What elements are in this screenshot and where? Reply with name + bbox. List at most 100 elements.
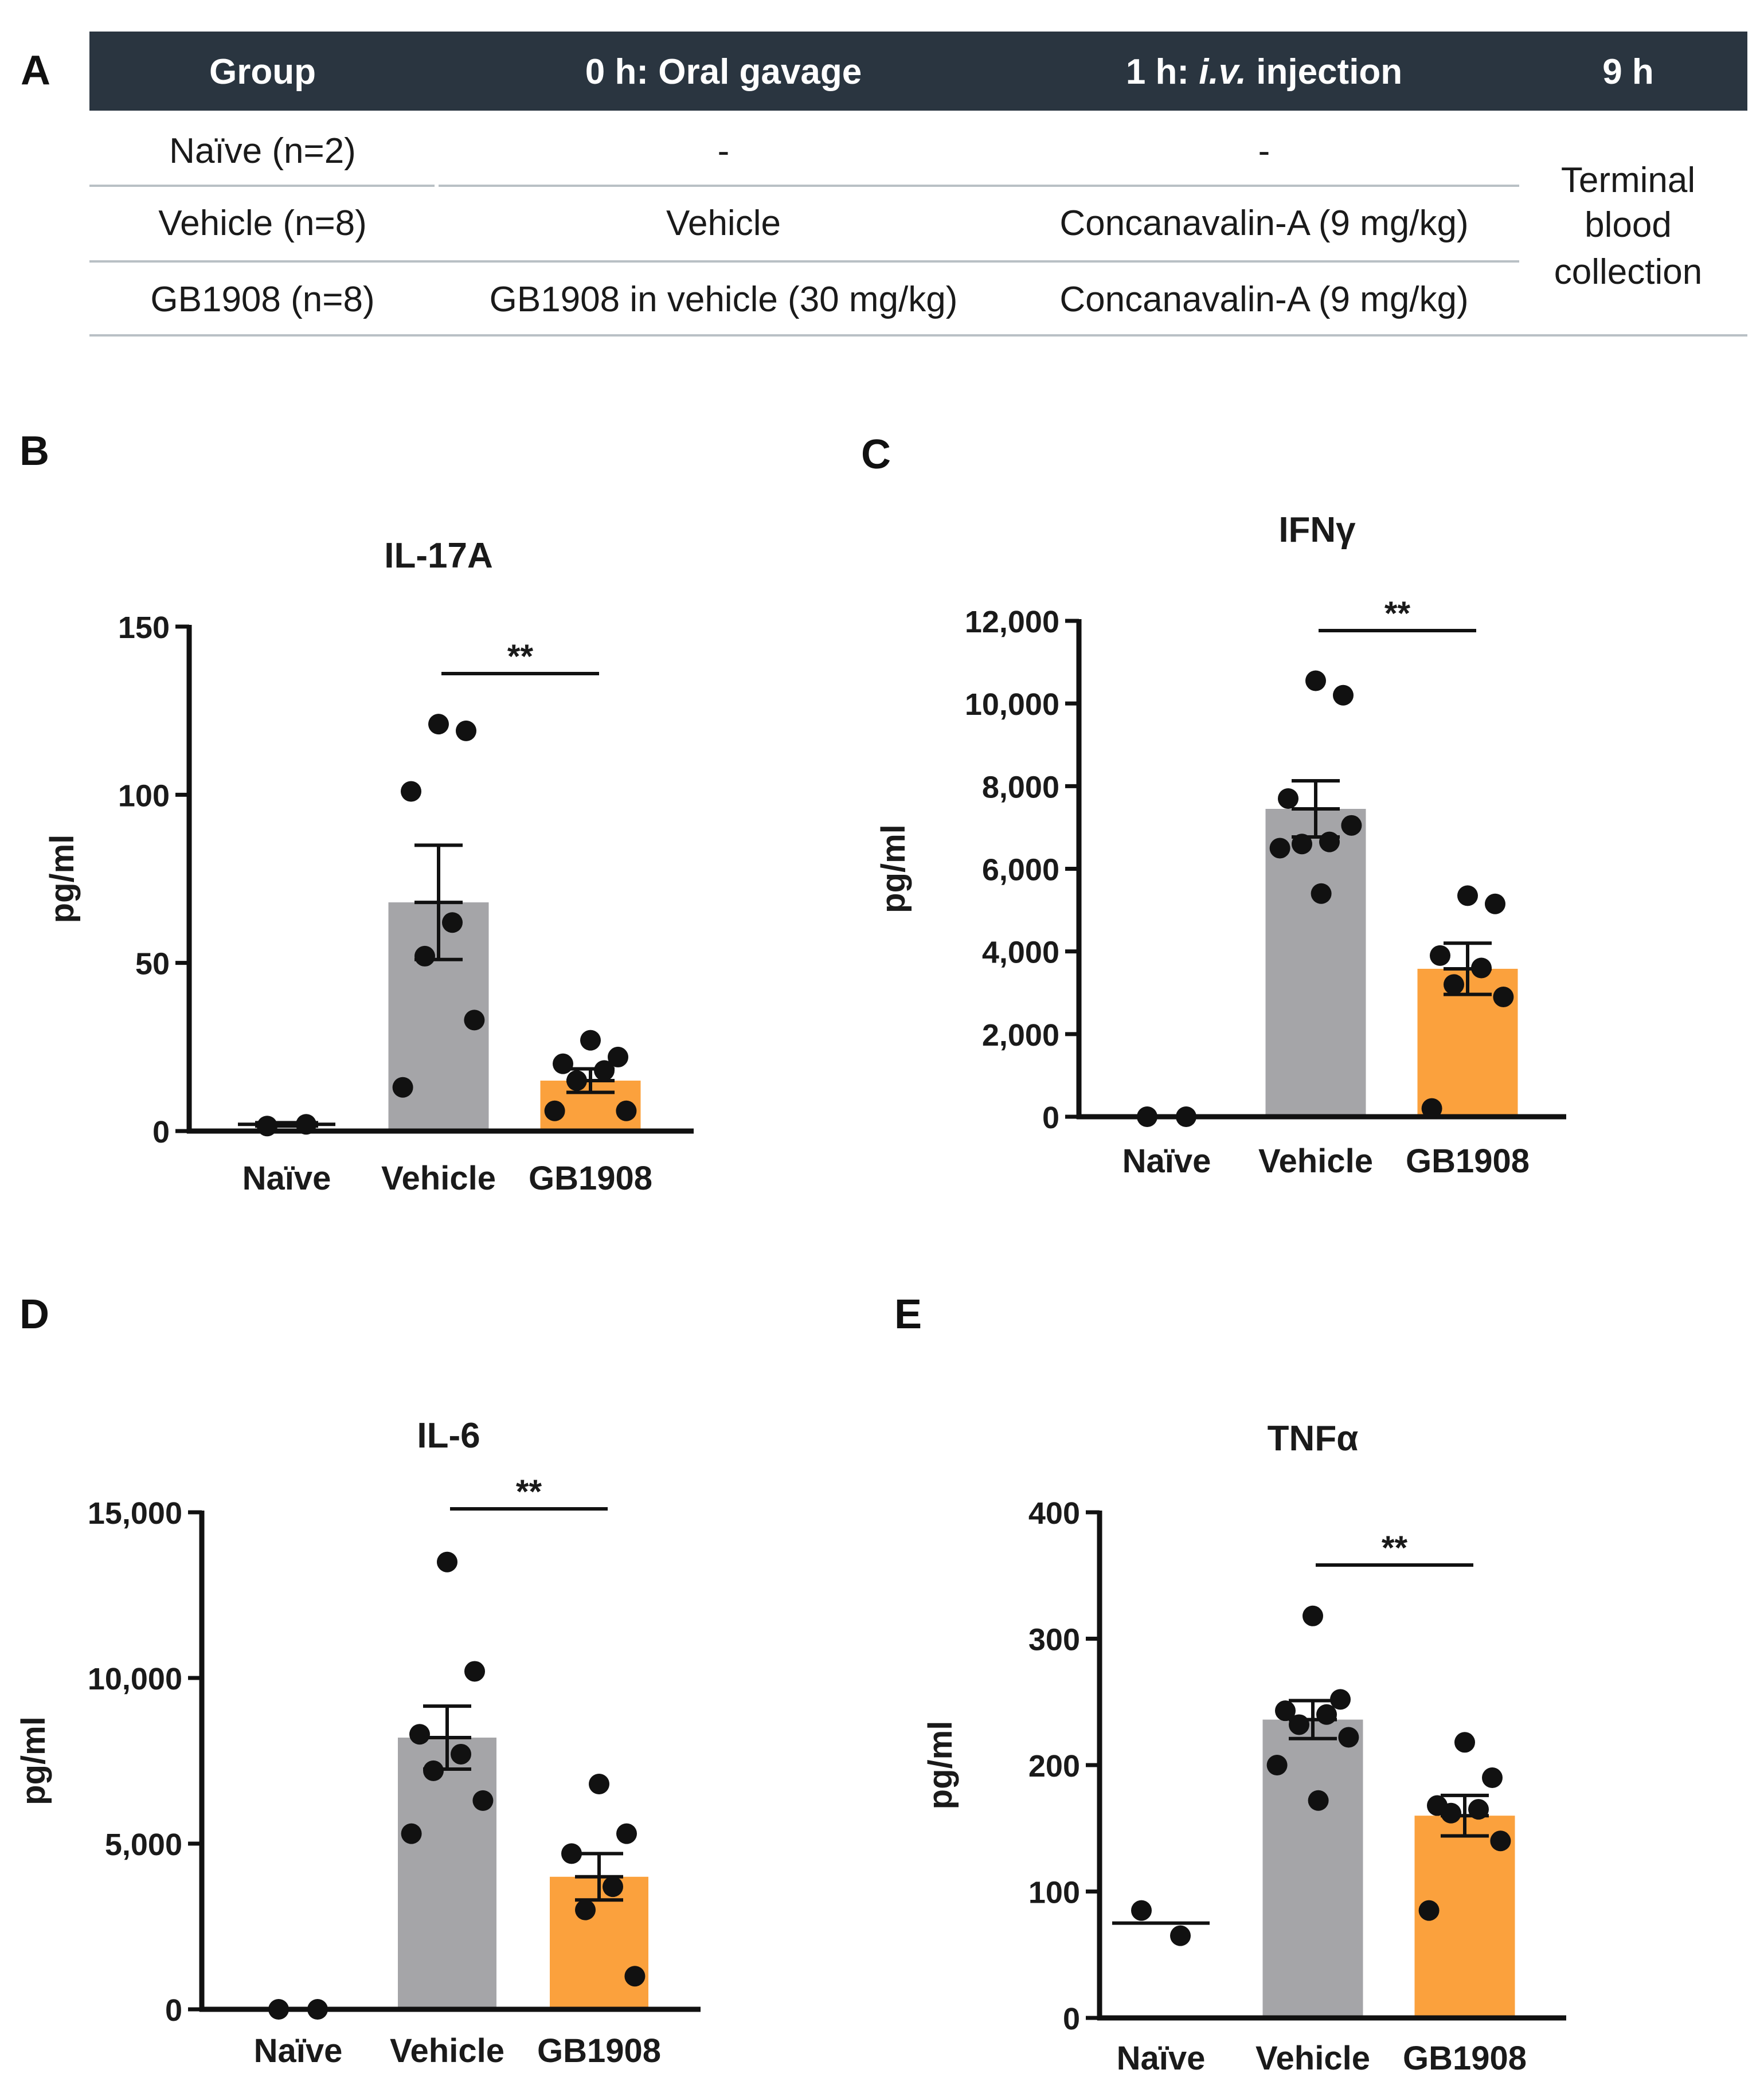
data-point — [401, 1823, 422, 1844]
data-point — [1269, 838, 1290, 859]
data-point — [456, 720, 476, 741]
data-point — [1421, 1098, 1442, 1119]
data-point — [616, 1823, 637, 1844]
header-iv-injection: 1 h: i.v. injection — [1126, 52, 1402, 92]
y-tick-label: 10,000 — [88, 1662, 182, 1696]
data-point — [437, 1551, 457, 1572]
data-point — [1176, 1106, 1196, 1127]
data-point — [428, 714, 449, 735]
y-tick-label: 12,000 — [965, 605, 1059, 639]
data-point — [1316, 1704, 1337, 1725]
data-point — [608, 1046, 628, 1067]
panel-label-a: A — [21, 48, 50, 93]
terminal-line-3: collection — [1554, 252, 1702, 292]
significance-label: ** — [1384, 595, 1411, 632]
y-axis-label: pg/ml — [15, 1716, 52, 1805]
header-oral-gavage: 0 h: Oral gavage — [585, 52, 862, 92]
data-point — [1292, 834, 1312, 855]
row-vehicle-injection: Concanavalin-A (9 mg/kg) — [1059, 204, 1468, 243]
data-point — [464, 1010, 485, 1031]
data-point — [561, 1843, 582, 1864]
row-gb1908-group: GB1908 (n=8) — [150, 280, 374, 319]
x-tick-label: GB1908 — [537, 2032, 661, 2070]
data-point — [1454, 1732, 1475, 1753]
data-point — [566, 1070, 587, 1091]
y-tick-label: 100 — [1028, 1876, 1080, 1910]
data-point — [442, 912, 463, 933]
panel-label-c: C — [861, 432, 891, 478]
x-tick-label: Vehicle — [381, 1160, 496, 1197]
x-tick-label: Vehicle — [1258, 1143, 1373, 1180]
data-point — [544, 1100, 565, 1121]
data-point — [594, 1060, 615, 1081]
data-point — [307, 1999, 328, 2020]
data-point — [409, 1724, 430, 1745]
data-point — [603, 1876, 623, 1898]
x-tick-label: Naïve — [1117, 2040, 1206, 2077]
x-tick-label: Naïve — [242, 1160, 331, 1197]
y-tick-label: 15,000 — [88, 1496, 182, 1531]
y-tick-label: 0 — [1063, 2002, 1080, 2036]
y-tick-label: 0 — [1042, 1101, 1059, 1135]
x-tick-label: Vehicle — [390, 2032, 504, 2070]
data-point — [1493, 986, 1514, 1007]
y-axis-label: pg/ml — [875, 824, 912, 913]
y-tick-label: 50 — [135, 947, 170, 981]
panel-label-d: D — [19, 1292, 49, 1337]
data-point — [1482, 1767, 1503, 1789]
row-vehicle-gavage: Vehicle — [666, 204, 781, 243]
y-tick-label: 0 — [165, 1993, 182, 2028]
data-point — [464, 1661, 485, 1682]
y-tick-label: 2,000 — [982, 1018, 1059, 1053]
y-tick-label: 100 — [118, 779, 170, 813]
data-point — [1303, 1605, 1323, 1626]
data-point — [616, 1100, 637, 1121]
y-tick-label: 400 — [1028, 1496, 1080, 1531]
data-point — [1137, 1106, 1157, 1127]
data-point — [1468, 1799, 1489, 1820]
y-axis-label: pg/ml — [44, 835, 81, 924]
panel-label-e: E — [894, 1292, 922, 1337]
row-gb1908-injection: Concanavalin-A (9 mg/kg) — [1059, 280, 1468, 319]
chart-title: IL-6 — [417, 1416, 480, 1456]
data-point — [1338, 1727, 1359, 1748]
chart-title: IFNγ — [1278, 510, 1356, 550]
data-point — [1457, 885, 1478, 906]
data-point — [1444, 974, 1464, 995]
significance-label: ** — [516, 1473, 542, 1511]
table-header-bar — [89, 32, 1747, 111]
x-tick-label: Naïve — [1122, 1143, 1211, 1180]
data-point — [1308, 1790, 1329, 1811]
data-point — [1305, 670, 1326, 691]
data-point — [553, 1053, 573, 1074]
y-tick-label: 300 — [1028, 1623, 1080, 1657]
header-9h: 9 h — [1602, 52, 1654, 92]
data-point — [1311, 883, 1332, 904]
significance-label: ** — [1382, 1529, 1408, 1567]
y-tick-label: 8,000 — [982, 770, 1059, 804]
data-point — [1170, 1925, 1191, 1946]
data-point — [1333, 684, 1354, 706]
terminal-line-1: Terminal — [1561, 161, 1695, 200]
bar-vehicle — [398, 1738, 496, 2009]
data-point — [1275, 1700, 1296, 1722]
row-naive-gavage: - — [718, 131, 730, 171]
data-point — [1490, 1830, 1511, 1852]
data-point — [414, 945, 435, 967]
y-tick-label: 5,000 — [105, 1828, 182, 1862]
y-axis-label: pg/ml — [922, 1721, 959, 1810]
data-point — [1278, 788, 1298, 809]
data-point — [1485, 893, 1505, 914]
data-point — [1471, 957, 1492, 979]
significance-label: ** — [507, 638, 534, 675]
bar-vehicle — [1265, 808, 1366, 1117]
data-point — [401, 781, 421, 802]
data-point — [580, 1030, 601, 1051]
y-tick-label: 200 — [1028, 1749, 1080, 1783]
data-point — [1418, 1900, 1440, 1921]
data-point — [1319, 831, 1340, 852]
